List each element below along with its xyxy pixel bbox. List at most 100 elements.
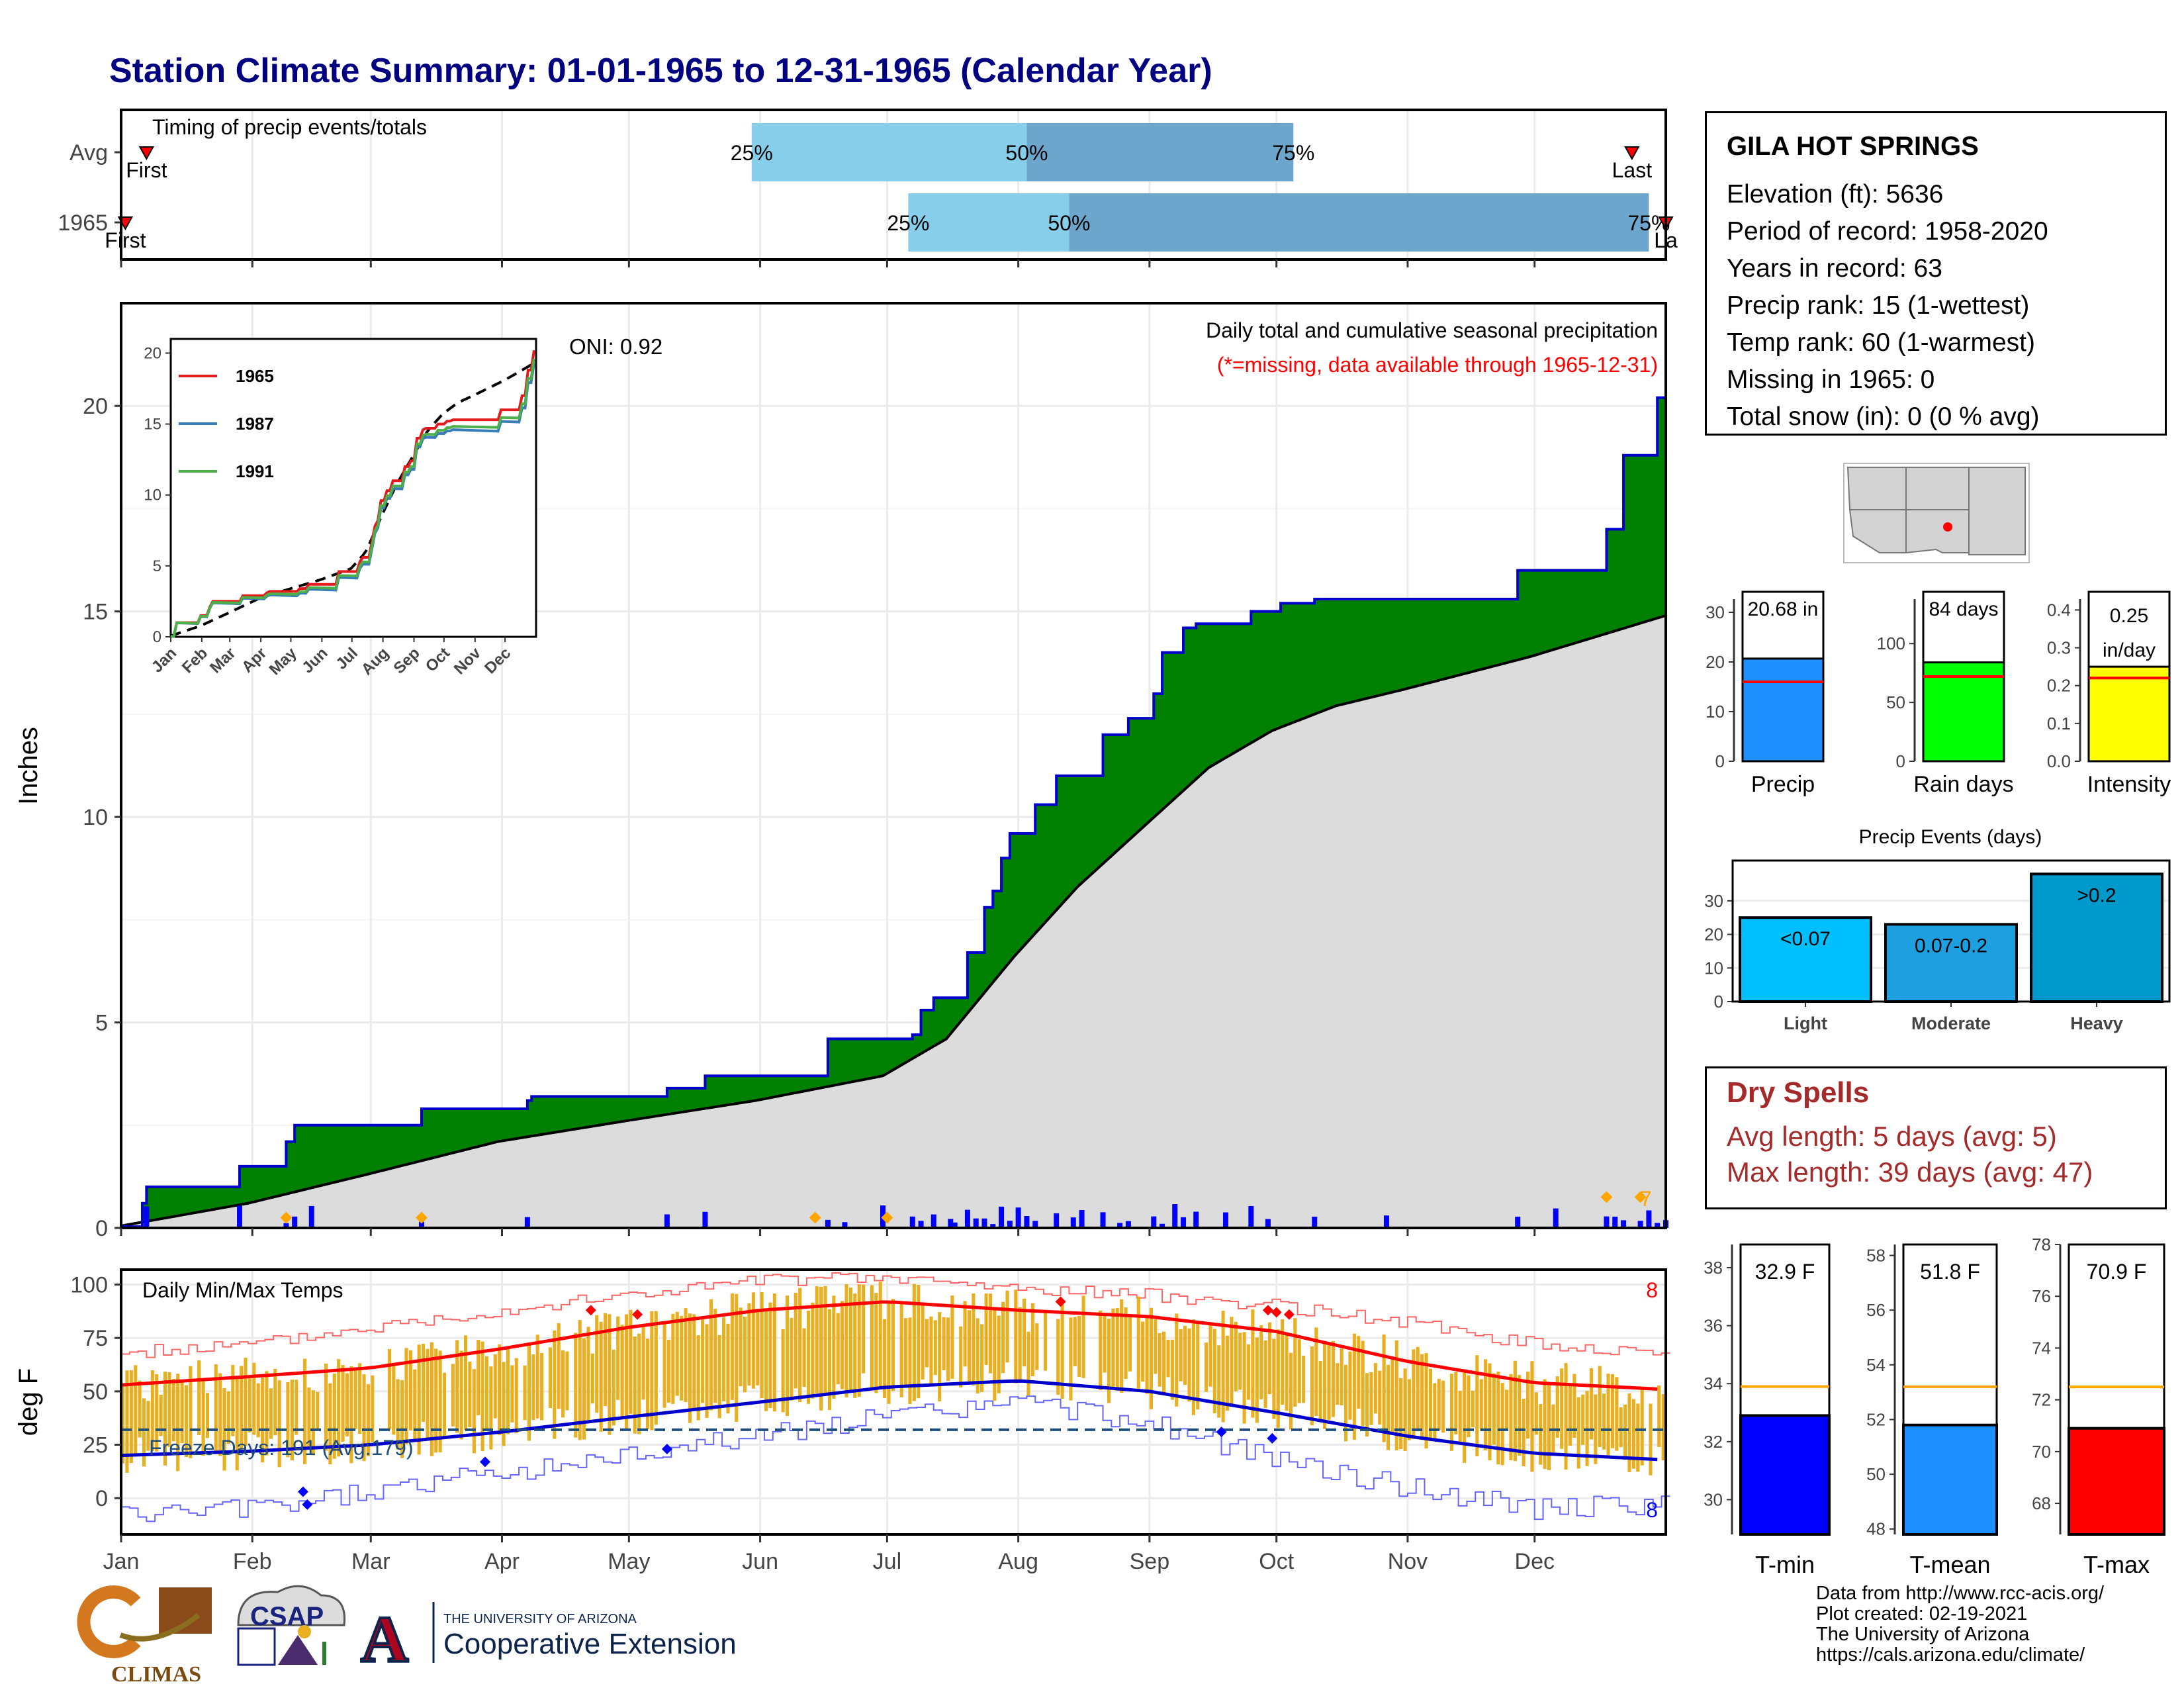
daily-temp-bar: [917, 1284, 921, 1399]
mini-value-unit: in/day: [2103, 639, 2156, 661]
daily-temp-bar: [1115, 1308, 1119, 1391]
csap-text: CSAP: [250, 1602, 324, 1631]
daily-temp-bar: [747, 1303, 751, 1386]
page-title: Station Climate Summary: 01-01-1965 to 1…: [109, 52, 1212, 90]
daily-temp-bar: [1044, 1310, 1048, 1371]
daily-temp-bar: [498, 1344, 502, 1436]
month-label: Jun: [742, 1549, 778, 1574]
daily-temp-bar: [862, 1284, 866, 1374]
daily-temp-bar: [1399, 1378, 1403, 1449]
daily-temp-bar: [988, 1293, 992, 1374]
daily-temp-bar: [650, 1311, 654, 1430]
month-label: Apr: [484, 1549, 520, 1574]
precip-ytick-label: 15: [83, 600, 108, 625]
daily-temp-bar: [972, 1293, 976, 1386]
daily-precip-bar: [952, 1222, 958, 1228]
daily-temp-bar: [328, 1383, 332, 1465]
record-high-marker: [1271, 1307, 1282, 1318]
daily-temp-bar: [743, 1317, 747, 1393]
daily-temp-bar: [472, 1369, 476, 1454]
events-bar-label: <0.07: [1780, 928, 1831, 950]
daily-temp-bar: [244, 1358, 248, 1446]
dry-avg-length: Avg length: 5 days (avg: 5): [1727, 1121, 2057, 1152]
temp-title: Daily Min/Max Temps: [142, 1278, 343, 1302]
daily-temp-bar: [493, 1354, 497, 1419]
record-low-marker: [302, 1499, 313, 1510]
timing-q75-label: 75%: [1272, 141, 1314, 165]
month-label: Sep: [1130, 1549, 1170, 1574]
daily-temp-bar: [561, 1350, 565, 1418]
daily-temp-bar: [316, 1391, 320, 1430]
daily-temp-bar: [1145, 1317, 1149, 1394]
daily-temp-bar: [1293, 1318, 1297, 1407]
climas-text: CLIMAS: [111, 1662, 201, 1687]
daily-precip-bar: [999, 1206, 1005, 1228]
logos: CLIMAS CSAP A THE UNIVERSITY OF ARIZONA …: [77, 1585, 737, 1687]
daily-temp-bar: [701, 1316, 705, 1403]
daily-temp-bar: [1348, 1351, 1352, 1420]
daily-temp-bar: [248, 1376, 251, 1432]
daily-temp-bar: [231, 1365, 235, 1436]
daily-temp-bar: [1099, 1310, 1103, 1391]
mini-category-label: Rain days: [1913, 772, 2013, 797]
record-high-marker: [1262, 1305, 1273, 1316]
daily-temp-bar: [836, 1313, 840, 1385]
daily-temp-bar: [442, 1372, 447, 1440]
daily-temp-bar: [392, 1362, 396, 1435]
daily-temp-bar: [557, 1323, 561, 1409]
tempbar-ytick-label: 32: [1704, 1432, 1723, 1452]
info-line: Period of record: 1958-2020: [1727, 217, 2048, 246]
daily-temp-bar: [523, 1365, 527, 1421]
daily-temp-bar: [1496, 1371, 1500, 1465]
daily-temp-bar: [468, 1362, 472, 1428]
daily-temp-bar: [574, 1333, 578, 1438]
tempbar-ytick-label: 68: [2032, 1493, 2051, 1513]
mini-ytick-label: 0.3: [2047, 638, 2071, 658]
daily-temp-bar: [1623, 1404, 1627, 1460]
mini-ytick-label: 30: [1706, 602, 1725, 622]
daily-temp-bar: [1001, 1301, 1005, 1374]
daily-temp-bar: [1272, 1338, 1276, 1419]
daily-temp-bar: [426, 1348, 430, 1441]
daily-temp-bar: [1234, 1321, 1238, 1391]
daily-precip-bar: [1024, 1215, 1030, 1228]
daily-precip-bar: [1032, 1221, 1038, 1228]
record-high-marker: [632, 1309, 643, 1320]
events-ytick-label: 30: [1704, 891, 1723, 911]
daily-temp-bar: [1128, 1314, 1132, 1372]
daily-temp-bar: [324, 1363, 328, 1451]
daily-temp-bar: [891, 1299, 895, 1391]
mini-ytick-label: 100: [1877, 633, 1905, 653]
record-low-marker: [1216, 1427, 1227, 1438]
daily-temp-bar: [150, 1370, 154, 1452]
daily-temp-bar: [637, 1333, 641, 1434]
mini-ytick-label: 0: [1896, 751, 1905, 771]
daily-temp-bar: [1420, 1354, 1424, 1440]
daily-temp-bar: [1263, 1340, 1267, 1408]
inset-ytick-label: 20: [144, 344, 161, 362]
daily-temp-bar: [709, 1299, 713, 1411]
daily-temp-bar: [261, 1378, 265, 1463]
daily-temp-bar: [413, 1369, 417, 1440]
daily-temp-bar: [396, 1379, 400, 1450]
normal-max-line: [120, 1300, 1658, 1391]
daily-temp-bar: [1454, 1372, 1458, 1434]
credits: Data from http://www.rcc-acis.org/ Plot …: [1816, 1583, 2104, 1665]
record-min-line: [121, 1395, 1670, 1523]
month-label: Dec: [1515, 1549, 1555, 1574]
dry-max-length: Max length: 39 days (avg: 47): [1727, 1156, 2093, 1188]
daily-temp-bar: [1336, 1363, 1340, 1405]
inset-series-line: [171, 350, 535, 638]
daily-temp-bar: [1640, 1389, 1644, 1466]
daily-temp-bar: [942, 1317, 946, 1371]
daily-precip-bar: [664, 1214, 670, 1228]
tempbar-ytick-label: 54: [1866, 1355, 1886, 1375]
credit-line: https://cals.arizona.edu/climate/: [1816, 1644, 2085, 1665]
tempbar-ytick-label: 58: [1866, 1246, 1886, 1266]
daily-temp-bar: [946, 1317, 950, 1382]
daily-temp-bar: [1509, 1374, 1513, 1460]
daily-temp-bar: [345, 1373, 349, 1436]
daily-temp-bar: [1386, 1364, 1390, 1450]
daily-temp-bar: [349, 1366, 353, 1464]
